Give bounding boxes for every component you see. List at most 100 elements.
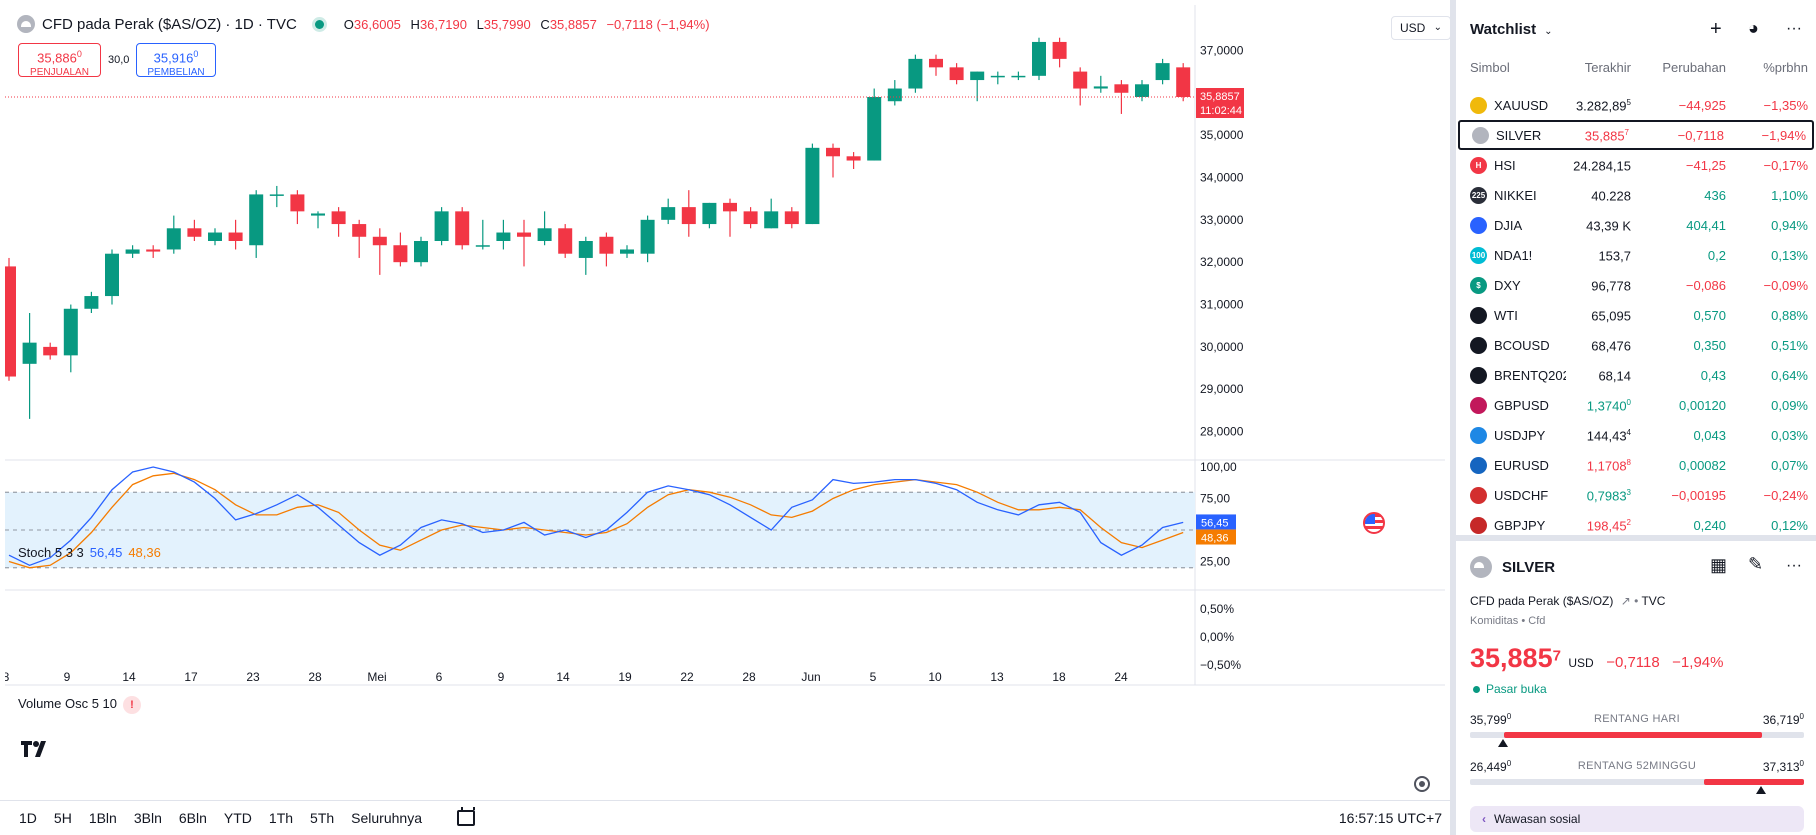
clock-timezone[interactable]: 16:57:15 UTC+7	[1338, 810, 1442, 826]
volume-osc-name: Volume Osc 5 10	[18, 696, 117, 711]
watchlist-last-value: 24.284,15	[1573, 158, 1631, 174]
watchlist-row-silver[interactable]: SILVER 35,8857 −0,7118 −1,94%	[1458, 120, 1814, 150]
last-price-value: 35,8857	[1200, 91, 1240, 103]
watchlist-row-nikkei[interactable]: 225 NIKKEI 40.228 436 1,10%	[1456, 180, 1816, 210]
symbol-logo-icon	[1472, 127, 1489, 144]
watchlist-row-dxy[interactable]: $ DXY 96,778 −0,086 −0,09%	[1456, 270, 1816, 300]
candle	[578, 236, 593, 275]
watchlist-title-text: Watchlist	[1470, 21, 1537, 38]
range-1y[interactable]: 1Th	[268, 810, 294, 826]
watchlist-row-gbpusd[interactable]: GBPUSD 1,37400 0,00120 0,09%	[1456, 390, 1816, 420]
time-tick: 18	[1052, 670, 1066, 684]
candle	[681, 190, 696, 237]
sell-button[interactable]: 35,8860 PENJUALAN	[18, 43, 101, 78]
watchlist-row-usdchf[interactable]: USDCHF 0,79833 −0,00195 −0,24%	[1456, 480, 1816, 510]
tradingview-logo-icon[interactable]	[21, 741, 49, 757]
range-3m[interactable]: 3Bln	[133, 810, 162, 826]
watchlist-symbol: DXY	[1494, 278, 1521, 293]
stoch-legend[interactable]: Stoch 5 3 3 56,45 48,36	[18, 545, 161, 560]
watchlist-row-bcousd[interactable]: BCOUSD 68,476 0,350 0,51%	[1456, 330, 1816, 360]
watchlist-symbol: EURUSD	[1494, 458, 1549, 473]
watchlist-row-djia[interactable]: DJIA 43,39 K 404,41 0,94%	[1456, 210, 1816, 240]
watchlist-row-eurusd[interactable]: EURUSD 1,17088 0,00082 0,07%	[1456, 450, 1816, 480]
symbol-logo-icon	[1470, 457, 1487, 474]
watchlist-row-xauusd[interactable]: XAUUSD 3.282,895 −44,925 −1,35%	[1456, 90, 1816, 120]
range-6m[interactable]: 6Bln	[178, 810, 207, 826]
candle	[393, 232, 408, 267]
candle	[166, 215, 181, 254]
candle	[805, 143, 820, 225]
watchlist-last-value: 144,43	[1586, 428, 1627, 444]
watchlist-row-wti[interactable]: WTI 65,095 0,570 0,88%	[1456, 300, 1816, 330]
silver-logo-icon	[1470, 556, 1492, 578]
chart-header: CFD pada Perak ($AS/OZ) · 1D · TVC O36,6…	[17, 15, 710, 33]
details-symbol-text: SILVER	[1502, 558, 1556, 576]
pie-chart-icon[interactable]: ◕	[1748, 18, 1759, 38]
col-change[interactable]: Perubahan	[1662, 60, 1726, 75]
warning-icon[interactable]: !	[123, 696, 141, 714]
external-link-icon[interactable]: ↗	[1620, 594, 1631, 608]
ohlc-change: −0,7118 (−1,94%)	[606, 16, 710, 32]
watchlist-row-gbpjpy[interactable]: GBPJPY 198,452 0,240 0,12%	[1456, 510, 1816, 540]
edit-icon[interactable]: ✎	[1748, 554, 1764, 574]
panel-divider[interactable]	[1450, 0, 1456, 835]
stoch-name: Stoch 5 3 3	[18, 545, 84, 560]
watchlist-symbol: NIKKEI	[1494, 188, 1537, 203]
details-source[interactable]: TVC	[1641, 594, 1666, 608]
range-all[interactable]: Seluruhnya	[351, 810, 422, 826]
range-1m[interactable]: 1Bln	[88, 810, 117, 826]
price-tick: 34,0000	[1200, 170, 1244, 184]
col-symbol[interactable]: Simbol	[1470, 60, 1510, 75]
chart-title[interactable]: CFD pada Perak ($AS/OZ) · 1D · TVC	[42, 15, 297, 33]
watchlist-last-value: 1,3740	[1586, 398, 1627, 414]
candle	[372, 228, 387, 275]
sell-price-sup: 0	[76, 49, 82, 59]
col-last[interactable]: Terakhir	[1584, 60, 1631, 75]
grid-layout-icon[interactable]: ▦	[1710, 555, 1728, 575]
candle	[105, 249, 119, 305]
watchlist-pct: 0,12%	[1771, 518, 1808, 533]
candle	[908, 54, 923, 93]
watchlist-row-nda1[interactable]: 100 NDA1! 153,7 0,2 0,13%	[1456, 240, 1816, 270]
range-5d[interactable]: 5H	[53, 810, 72, 826]
symbol-logo-icon: $	[1470, 277, 1487, 294]
gear-icon[interactable]	[1414, 776, 1430, 792]
candle	[1135, 80, 1149, 102]
range-1d[interactable]: 1D	[19, 810, 37, 826]
candle	[702, 202, 717, 229]
stoch-d-tag-value: 48,36	[1201, 533, 1229, 545]
ohlc-open: 36,6005	[353, 16, 401, 32]
panel-splitter[interactable]	[1456, 535, 1816, 541]
day-range-bar	[1470, 732, 1804, 747]
add-symbol-icon[interactable]: +	[1710, 18, 1722, 40]
chevron-down-icon: ⌄	[1544, 26, 1553, 37]
more-icon[interactable]: ···	[1786, 20, 1802, 37]
range-5y[interactable]: 5Th	[310, 810, 335, 826]
watchlist-row-brentq2025[interactable]: BRENTQ2025 68,14 0,43 0,64%	[1456, 360, 1816, 390]
week52-range-marker	[1755, 786, 1766, 794]
symbol-logo-icon	[1470, 337, 1487, 354]
volume-osc-legend[interactable]: Volume Osc 5 10!	[18, 696, 141, 714]
candle	[208, 228, 222, 246]
more-icon[interactable]: ···	[1786, 557, 1802, 574]
social-insights-button[interactable]: Wawasan sosial	[1470, 806, 1804, 832]
silver-logo-icon	[17, 15, 35, 33]
us-flag-icon[interactable]	[1363, 512, 1385, 534]
col-pct[interactable]: %prbhn	[1763, 60, 1808, 75]
details-symbol[interactable]: SILVER	[1470, 556, 1555, 578]
watchlist-change: −41,25	[1685, 158, 1726, 173]
range-ytd[interactable]: YTD	[223, 810, 252, 826]
buy-button[interactable]: 35,9160 PEMBELIAN	[136, 43, 216, 78]
chart-area[interactable]: 37,000036,000035,000034,000033,000032,00…	[5, 5, 1451, 795]
week52-range-low: 26,4490	[1470, 759, 1512, 774]
watchlist-last-sup: 2	[1626, 518, 1631, 527]
watchlist-title[interactable]: Watchlist ⌄	[1470, 21, 1553, 38]
candle	[764, 198, 779, 229]
calendar-icon[interactable]	[456, 807, 475, 826]
chart-canvas[interactable]: 37,000036,000035,000034,000033,000032,00…	[5, 5, 1445, 795]
currency-select[interactable]: USD ⌄	[1391, 16, 1451, 40]
watchlist-row-hsi[interactable]: H HSI 24.284,15 −41,25 −0,17%	[1456, 150, 1816, 180]
watchlist-symbol: USDJPY	[1494, 428, 1546, 443]
watchlist-row-usdjpy[interactable]: USDJPY 144,434 0,043 0,03%	[1456, 420, 1816, 450]
candles	[5, 37, 1195, 419]
